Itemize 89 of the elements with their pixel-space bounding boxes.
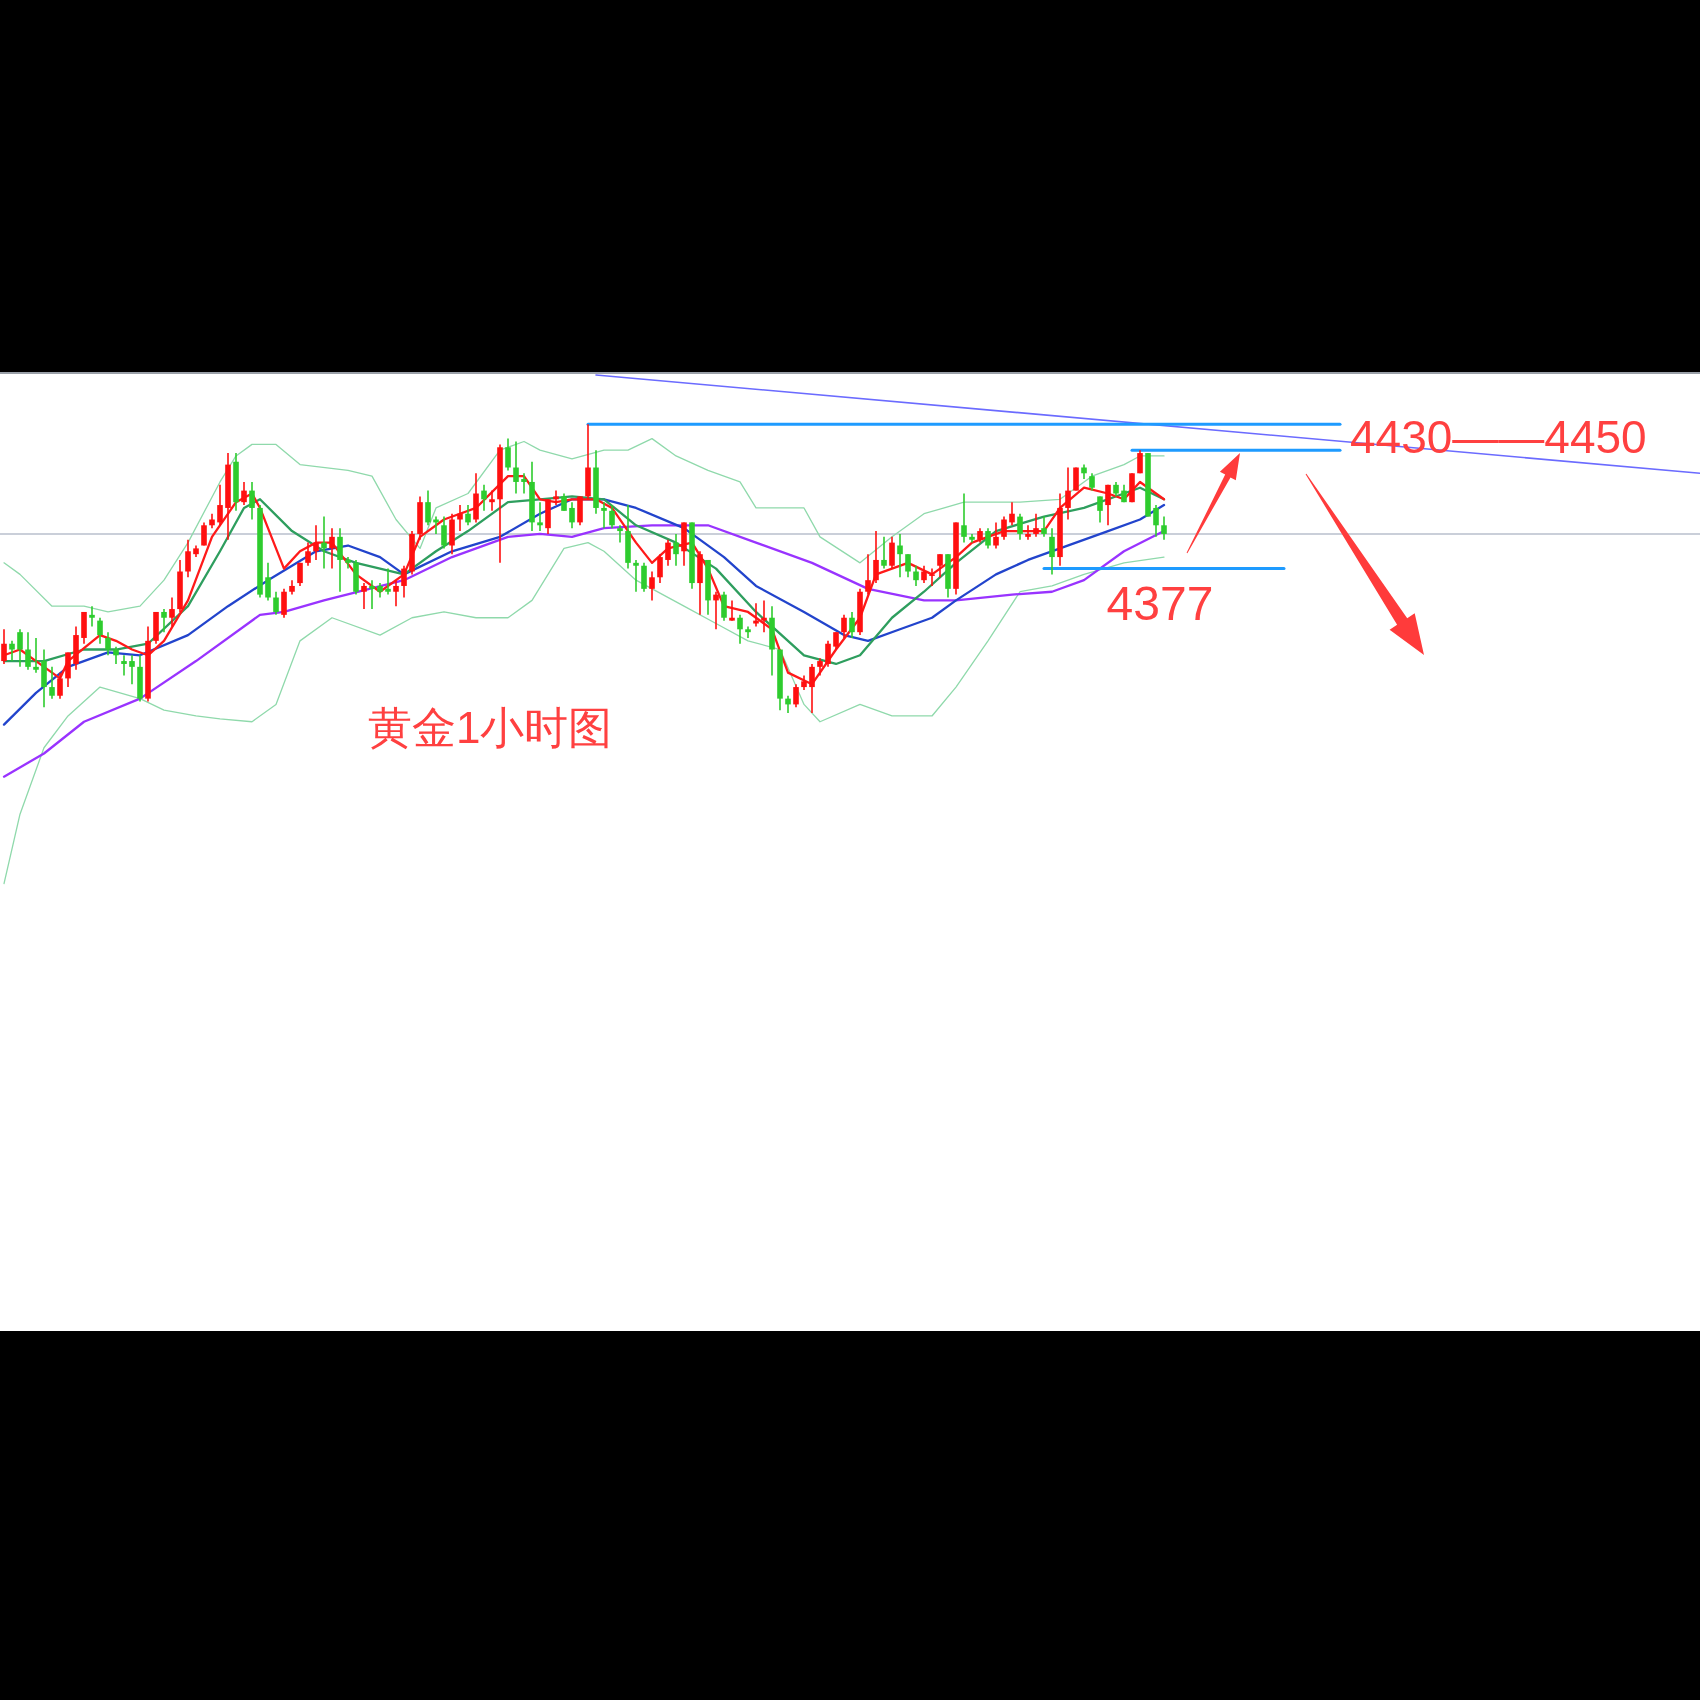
candlestick bbox=[537, 501, 543, 532]
candlestick bbox=[129, 654, 135, 685]
candlestick bbox=[849, 611, 855, 639]
candlestick bbox=[393, 579, 399, 607]
candlestick bbox=[713, 590, 719, 631]
candlestick bbox=[1153, 504, 1159, 538]
candlestick bbox=[1105, 484, 1111, 527]
candlestick bbox=[993, 521, 999, 550]
candlestick bbox=[665, 538, 671, 567]
candlestick bbox=[889, 536, 895, 570]
candlestick bbox=[521, 472, 527, 495]
candlestick bbox=[169, 596, 175, 628]
candlestick bbox=[337, 527, 343, 593]
candlestick bbox=[89, 605, 95, 628]
candlestick bbox=[97, 616, 103, 645]
candlestick bbox=[241, 481, 247, 506]
candlestick bbox=[657, 553, 663, 584]
candlestick bbox=[1017, 512, 1023, 541]
candlestick bbox=[185, 538, 191, 579]
candlestick bbox=[305, 541, 311, 567]
candlestick bbox=[761, 599, 767, 633]
candlestick bbox=[17, 628, 23, 668]
candlestick bbox=[345, 556, 351, 570]
candlestick bbox=[825, 640, 831, 668]
candlestick bbox=[33, 637, 39, 674]
annotation: 4377 bbox=[1106, 577, 1214, 630]
candlestick bbox=[121, 654, 127, 677]
candlestick bbox=[249, 481, 255, 521]
candlestick bbox=[9, 640, 15, 662]
candlestick bbox=[369, 579, 375, 610]
candlestick bbox=[905, 553, 911, 579]
candlestick bbox=[489, 489, 495, 512]
candlestick bbox=[425, 489, 431, 527]
candlestick bbox=[737, 614, 743, 645]
candlestick bbox=[1097, 495, 1103, 524]
candlestick bbox=[457, 504, 463, 532]
candlestick bbox=[881, 536, 887, 570]
candlestick bbox=[601, 501, 607, 529]
candlestick bbox=[937, 553, 943, 579]
candlestick bbox=[1041, 515, 1047, 538]
candlestick bbox=[609, 504, 615, 529]
candlestick bbox=[385, 567, 391, 596]
candlestick bbox=[1161, 515, 1167, 541]
candlestick bbox=[649, 570, 655, 602]
candlestick bbox=[321, 515, 327, 570]
candlestick bbox=[481, 484, 487, 512]
candlestick bbox=[441, 515, 447, 550]
candlestick bbox=[217, 484, 223, 527]
candlestick bbox=[105, 631, 111, 657]
candlestick bbox=[913, 564, 919, 587]
candlestick bbox=[361, 582, 367, 610]
candlestick bbox=[673, 533, 679, 567]
candlestick bbox=[745, 625, 751, 639]
candlestick bbox=[1001, 515, 1007, 541]
candlestick bbox=[553, 489, 559, 506]
candlestick bbox=[273, 590, 279, 616]
candlestick bbox=[617, 524, 623, 544]
candlestick bbox=[569, 501, 575, 529]
candlestick bbox=[161, 608, 167, 633]
candlestick bbox=[265, 562, 271, 602]
candlestick bbox=[1049, 527, 1055, 576]
candlestick bbox=[329, 527, 335, 570]
candlestick bbox=[1025, 524, 1031, 541]
candlestick bbox=[513, 440, 519, 495]
candlestick bbox=[49, 666, 55, 700]
candlestick bbox=[729, 599, 735, 622]
candlestick bbox=[929, 567, 935, 587]
candlestick bbox=[401, 564, 407, 599]
candlestick bbox=[985, 527, 991, 550]
candlestick bbox=[753, 602, 759, 628]
candlestick bbox=[313, 524, 319, 561]
candlestick bbox=[793, 683, 799, 709]
candlestick bbox=[721, 590, 727, 622]
annotation: 黄金1小时图 bbox=[368, 703, 613, 752]
candlestick bbox=[841, 614, 847, 639]
candlestick bbox=[465, 504, 471, 527]
candlestick bbox=[641, 562, 647, 593]
candlestick bbox=[201, 521, 207, 547]
candlestick bbox=[25, 631, 31, 671]
candlestick bbox=[1033, 512, 1039, 538]
candlestick bbox=[961, 492, 967, 544]
candlestick bbox=[897, 533, 903, 579]
candlestick bbox=[281, 588, 287, 619]
candlestick bbox=[1009, 501, 1015, 527]
candlestick bbox=[505, 437, 511, 472]
candlestick bbox=[873, 530, 879, 584]
candlestick bbox=[865, 553, 871, 596]
annotation: 4430——4450 bbox=[1350, 411, 1647, 463]
candlestick bbox=[633, 559, 639, 593]
